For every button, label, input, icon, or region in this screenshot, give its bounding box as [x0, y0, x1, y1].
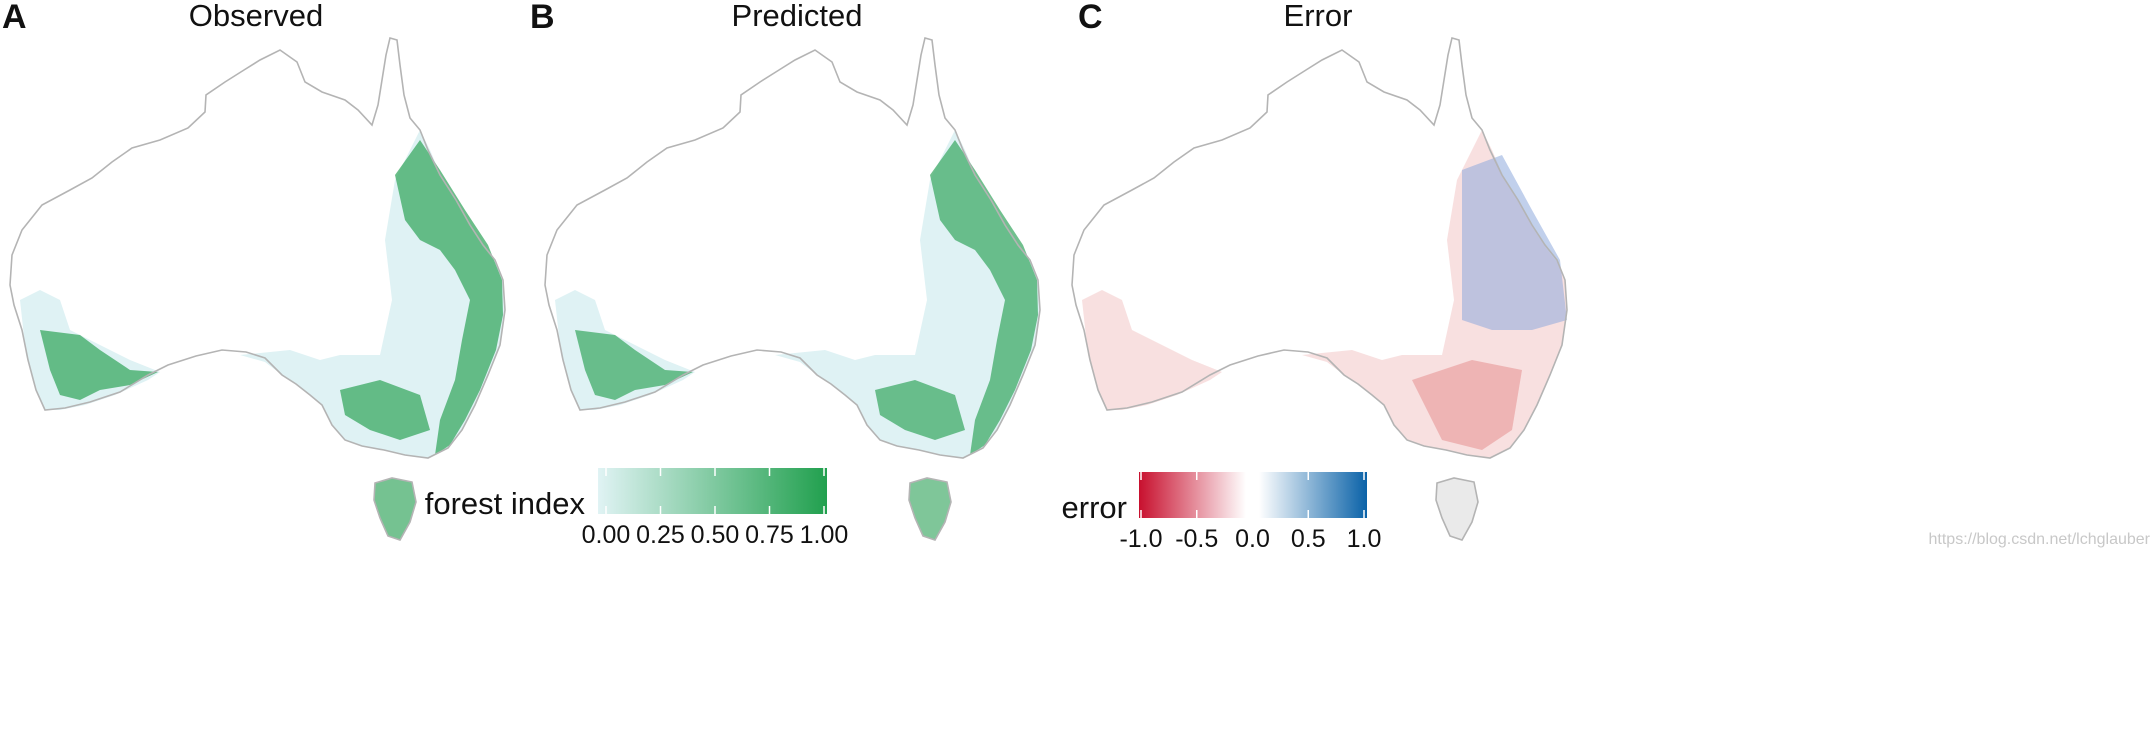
legend-tick-label: -0.5 [1175, 525, 1218, 553]
legend-tick-label: 0.25 [636, 521, 685, 549]
panel-title: Observed [189, 0, 323, 33]
forest-index-legend: forest index 0.00 0.25 0.50 0.75 1.00 [425, 468, 849, 549]
legend-tick-label: 0.0 [1235, 525, 1270, 553]
error-legend: error -1.0 -0.5 0.0 0.5 1.0 [1062, 472, 1381, 553]
panel-letter: A [2, 0, 27, 36]
panel-observed: A Observed [2, 0, 506, 541]
legend-tick-label: 0.50 [691, 521, 740, 549]
tasmania-region [374, 478, 416, 540]
error-positive-region [1462, 155, 1567, 330]
panel-title: Predicted [732, 0, 863, 33]
tasmania-region [909, 478, 951, 540]
legend-tick-label: 1.00 [800, 521, 849, 549]
error-legend-ticks: -1.0 -0.5 0.0 0.5 1.0 [1119, 472, 1381, 553]
panel-predicted: B Predicted forest index 0.00 0.25 0.50 0.7… [425, 0, 1041, 549]
legend-title: error [1062, 490, 1127, 525]
panel-error: C Error error -1.0 -0.5 0.0 0.5 1.0 [1062, 0, 1568, 553]
australia-map [1071, 37, 1568, 541]
legend-tick-label: 0.75 [745, 521, 794, 549]
forest-colorbar [598, 468, 827, 514]
legend-title: forest index [425, 486, 586, 521]
legend-tick-label: 0.00 [582, 521, 631, 549]
tasmania-region [1436, 478, 1478, 540]
error-colorbar-negative [1139, 472, 1246, 518]
forest-legend-ticks: 0.00 0.25 0.50 0.75 1.00 [582, 468, 849, 549]
australia-map [544, 37, 1041, 541]
watermark: https://blog.csdn.net/lchglauber [1929, 531, 2151, 548]
australia-map [9, 37, 506, 541]
panel-letter: C [1078, 0, 1103, 36]
legend-tick-label: 0.5 [1291, 525, 1326, 553]
error-negative-strong-region [1412, 360, 1522, 450]
error-colorbar-positive [1259, 472, 1367, 518]
panel-letter: B [530, 0, 555, 36]
panel-title: Error [1284, 0, 1353, 33]
legend-tick-label: -1.0 [1119, 525, 1162, 553]
legend-tick-label: 1.0 [1347, 525, 1382, 553]
